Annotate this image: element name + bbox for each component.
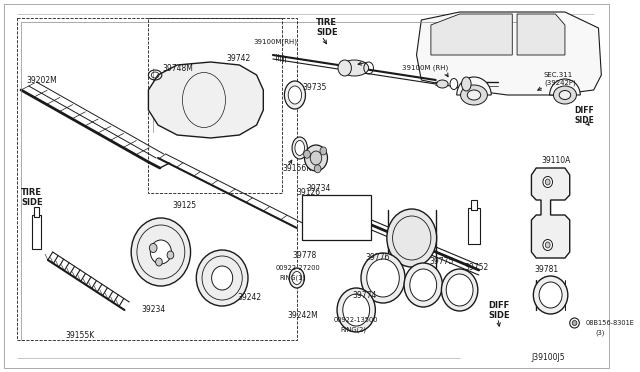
Ellipse shape xyxy=(310,151,322,165)
Polygon shape xyxy=(148,62,263,138)
Text: 39778: 39778 xyxy=(292,250,316,260)
Text: J39100J5: J39100J5 xyxy=(531,353,565,362)
Ellipse shape xyxy=(446,274,473,306)
Text: 39242M: 39242M xyxy=(287,311,318,321)
Text: SIDE: SIDE xyxy=(488,311,510,320)
Bar xyxy=(301,195,371,240)
Wedge shape xyxy=(457,77,492,95)
Bar xyxy=(468,208,480,244)
Ellipse shape xyxy=(314,165,321,173)
Text: 39776: 39776 xyxy=(366,253,390,263)
Ellipse shape xyxy=(410,269,436,301)
Ellipse shape xyxy=(343,294,370,326)
Ellipse shape xyxy=(150,240,172,264)
Bar xyxy=(148,18,282,193)
Ellipse shape xyxy=(387,209,436,267)
Text: 39774: 39774 xyxy=(353,291,377,299)
Ellipse shape xyxy=(450,78,458,90)
Ellipse shape xyxy=(461,77,471,91)
Text: 00922-13500: 00922-13500 xyxy=(333,317,378,323)
Text: SEC.311: SEC.311 xyxy=(544,72,573,78)
Text: 39748M: 39748M xyxy=(163,64,194,73)
Ellipse shape xyxy=(131,218,191,286)
Polygon shape xyxy=(531,168,570,258)
Text: TIRE: TIRE xyxy=(316,17,337,26)
Text: (3): (3) xyxy=(596,330,605,336)
Text: 00922-27200: 00922-27200 xyxy=(276,265,321,271)
Ellipse shape xyxy=(467,90,481,100)
Text: 39110A: 39110A xyxy=(541,155,570,164)
Ellipse shape xyxy=(289,268,305,288)
Text: 08B156-8301E: 08B156-8301E xyxy=(586,320,635,326)
Ellipse shape xyxy=(539,282,562,308)
Ellipse shape xyxy=(295,141,305,155)
Bar xyxy=(34,207,39,217)
Ellipse shape xyxy=(212,266,233,290)
Bar xyxy=(17,18,297,340)
Ellipse shape xyxy=(442,269,478,311)
Ellipse shape xyxy=(340,60,369,76)
Ellipse shape xyxy=(436,80,448,88)
Text: DIFF: DIFF xyxy=(575,106,595,115)
Text: 39234: 39234 xyxy=(141,305,166,314)
Polygon shape xyxy=(417,12,602,95)
Text: 39734: 39734 xyxy=(307,183,331,192)
Text: (39242P): (39242P) xyxy=(544,80,575,86)
Ellipse shape xyxy=(305,145,328,171)
Wedge shape xyxy=(550,79,580,95)
Ellipse shape xyxy=(361,253,405,303)
Ellipse shape xyxy=(570,318,579,328)
Text: 39125: 39125 xyxy=(172,201,196,209)
Text: RING(1): RING(1) xyxy=(280,275,305,281)
Ellipse shape xyxy=(545,179,550,185)
Ellipse shape xyxy=(167,251,174,259)
Text: 39775: 39775 xyxy=(429,257,453,266)
Ellipse shape xyxy=(554,86,577,104)
Text: SIDE: SIDE xyxy=(575,115,595,125)
Ellipse shape xyxy=(284,81,305,109)
Ellipse shape xyxy=(404,263,442,307)
Ellipse shape xyxy=(196,250,248,306)
Ellipse shape xyxy=(545,242,550,248)
Text: TIRE: TIRE xyxy=(21,187,42,196)
Ellipse shape xyxy=(338,60,351,76)
Ellipse shape xyxy=(303,150,310,158)
Ellipse shape xyxy=(543,176,552,187)
Polygon shape xyxy=(431,14,512,55)
Text: SIDE: SIDE xyxy=(316,28,338,36)
Ellipse shape xyxy=(149,244,157,253)
Polygon shape xyxy=(517,14,565,55)
Text: 39202M: 39202M xyxy=(27,76,58,84)
Text: 39781: 39781 xyxy=(534,266,559,275)
Ellipse shape xyxy=(320,147,326,155)
Ellipse shape xyxy=(367,259,399,297)
Ellipse shape xyxy=(337,288,375,332)
Ellipse shape xyxy=(533,276,568,314)
Text: 39752: 39752 xyxy=(465,263,489,273)
Text: 39156K: 39156K xyxy=(282,164,312,173)
Text: 39155K: 39155K xyxy=(65,330,94,340)
Ellipse shape xyxy=(292,272,301,285)
Bar xyxy=(471,200,477,210)
Text: SIDE: SIDE xyxy=(21,198,43,206)
Text: 39742: 39742 xyxy=(226,54,250,62)
Text: 39100M (RH): 39100M (RH) xyxy=(402,65,449,71)
Ellipse shape xyxy=(292,137,307,159)
Ellipse shape xyxy=(572,321,577,326)
Text: 39100M(RH): 39100M(RH) xyxy=(253,39,298,45)
Text: DIFF: DIFF xyxy=(488,301,509,310)
Ellipse shape xyxy=(288,86,301,104)
Ellipse shape xyxy=(461,85,488,105)
Text: RING(2): RING(2) xyxy=(340,327,366,333)
Bar xyxy=(31,215,41,249)
Text: 39242: 39242 xyxy=(237,294,262,302)
Text: 39126: 39126 xyxy=(297,187,321,196)
Ellipse shape xyxy=(156,258,163,266)
Ellipse shape xyxy=(543,240,552,250)
Ellipse shape xyxy=(559,90,571,99)
Text: 39735: 39735 xyxy=(303,83,327,92)
